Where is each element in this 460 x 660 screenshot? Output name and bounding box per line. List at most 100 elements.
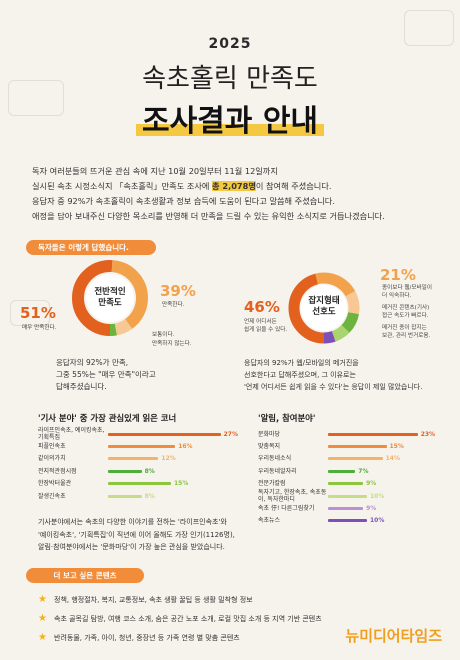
bar-value: 15%	[174, 480, 189, 488]
wish-item: ★ 반려동물, 가족, 아이, 청년, 중장년 등 가족 연령 별 맞춤 콘텐츠	[38, 628, 398, 647]
deco-bubble-right	[404, 10, 454, 46]
bar-label: 같이의가치	[38, 455, 66, 463]
donut1-right-pct: 39%	[160, 282, 196, 300]
donut2-small-b: 메거진 종이 잡지는 보관, 관리 번거로움.	[382, 325, 431, 339]
title-line2: 조사결과 안내	[135, 96, 325, 140]
bar-row: 라이프인속초, 예이킹속초, 기획특집 27%	[38, 427, 238, 442]
intro-line2: 실시된 속초 시정소식지 「속초홀릭」만족도 조사에 총 2,078명이 참여해…	[32, 181, 332, 191]
bar-label: 한장박터울관	[38, 480, 72, 488]
bar-row: 맞춤복지 15%	[258, 440, 438, 452]
deco-bubble-left2	[10, 300, 50, 326]
wish-text: 반려동물, 가족, 아이, 청년, 중장년 등 가족 연령 별 맞춤 콘텐츠	[54, 633, 240, 642]
bar-value: 8%	[144, 492, 155, 500]
intro-line4: 애정을 담아 보내주신 다양한 목소리를 반영해 더 만족을 드릴 수 있는 유…	[32, 211, 385, 221]
donut1-small-b: 만족하지 않는다.	[152, 341, 192, 347]
bar-label: 우리동네알자리	[258, 467, 297, 475]
bar-row: 독자기고, 한장속초, 속초동이, 독자한마디 10%	[258, 489, 438, 504]
bar	[108, 469, 142, 473]
bar	[328, 494, 367, 498]
donut2-small-a: 메거진 콘텐츠(기사) 접근 속도가 빠르다.	[382, 305, 430, 319]
bar	[328, 519, 367, 523]
satisfaction-donut	[72, 260, 148, 336]
bar	[108, 494, 142, 498]
bar-value: 14%	[385, 455, 400, 463]
donut2-left-label: 언제 어디서든 쉽게 읽을 수 있다.	[244, 319, 288, 333]
donut1-center: 전반적인 만족도	[94, 287, 126, 308]
bar-value: 12%	[161, 455, 176, 463]
bar-label: 속초뉴스	[258, 517, 281, 525]
donut2-right-pct: 21%	[380, 266, 416, 284]
wish-list: ★ 정책, 행정절차, 복지, 교통정보, 속초 생활 꿀팁 등 생활 밀착형 정…	[38, 590, 398, 647]
bar-label: 문화마당	[258, 430, 281, 438]
bar-value: 9%	[366, 505, 377, 513]
bar-value: 8%	[144, 467, 155, 475]
donut1-right-label: 만족한다.	[162, 302, 185, 308]
bar-row: 속초뉴스 10%	[258, 515, 438, 527]
star-icon: ★	[38, 632, 47, 643]
format-donut	[288, 272, 360, 344]
bar-value: 7%	[358, 467, 369, 475]
intro-line1: 독자 여러분들의 뜨거운 관심 속에 지난 10월 20일부터 11월 12일까…	[32, 166, 278, 176]
bar	[108, 482, 171, 486]
bar	[328, 507, 364, 511]
bar-row: 전지적관점시점 8%	[38, 465, 238, 477]
donut2-left-pct: 46%	[244, 298, 280, 316]
bar-label: 우리동네소식	[258, 455, 292, 463]
bar-value: 23%	[420, 430, 436, 438]
donut1-small-a: 보통이다.	[152, 332, 175, 338]
bar-label: 전지적관점시점	[38, 467, 77, 475]
bar-row: 한장박터울관 15%	[38, 478, 238, 490]
newsmedia-logo: 뉴미디어타임즈	[345, 627, 442, 645]
bar-label: 속초 㐵! 다른그림찾기	[258, 505, 315, 513]
bars-left-note: 기사분야에서는 속초의 다양한 이야기를 전하는 '라이프인속초'와 '예이킹속…	[38, 518, 235, 551]
bar-label: 잘생긴속초	[38, 492, 66, 500]
bar	[108, 445, 176, 449]
bar-label: 독자기고, 한장속초, 속초동이, 독자한마디	[258, 489, 327, 504]
bar-value: 9%	[366, 480, 377, 488]
bar-row: 전문가칼럼 9%	[258, 478, 438, 490]
bar-row: 피플인속초 16%	[38, 440, 238, 452]
bar	[328, 482, 364, 486]
bar	[328, 432, 418, 436]
donut1-note: 응답자의 92%가 만족, 그중 55%는 "매우 만족"이라고 답해주셨습니다…	[56, 358, 156, 391]
donut2-note: 응답자의 92%가 웹/모바일의 메거진을 선호한다고 답해주셨으며, 그 이유…	[244, 359, 423, 391]
bars-left-list: 라이프인속초, 예이킹속초, 기획특집 27% 피플인속초 16% 같이의가치 12% 전지…	[38, 427, 238, 502]
bar	[328, 457, 383, 461]
donut2-center: 잡지형태 선호도	[308, 296, 340, 317]
bars-right-title: '알림, 참여분야'	[258, 413, 316, 423]
wish-item: ★ 속초 골목길 탐방, 여행 코스 소개, 숨은 공간 노포 소개, 로컬 맛집…	[38, 609, 398, 628]
bar	[328, 469, 356, 473]
bar-value: 16%	[178, 443, 193, 451]
bar-value: 15%	[389, 443, 404, 451]
slice-unsatisfied	[72, 260, 148, 336]
bar	[328, 445, 387, 449]
bar-row: 문화마당 23%	[258, 428, 438, 440]
bar-label: 전문가칼럼	[258, 480, 286, 488]
section2-pill: 더 보고 싶은 콘텐츠	[26, 568, 144, 583]
donut2-right-label: 종이보다 웹/모바일이 더 익숙하다.	[382, 285, 432, 299]
bar-value: 27%	[223, 430, 238, 438]
bar-label: 라이프인속초, 예이킹속초, 기획특집	[38, 427, 105, 442]
bar	[107, 432, 221, 436]
bar-value: 10%	[370, 492, 385, 500]
bars-right-list: 문화마당 23% 맞춤복지 15% 우리동네소식 14% 우리동네알자리 7% 전문가칼럼 9% 독…	[258, 428, 438, 527]
section1-pill: 독자들은 이렇게 답했습니다.	[26, 240, 156, 255]
wish-item: ★ 정책, 행정절차, 복지, 교통정보, 속초 생활 꿀팁 등 생활 밀착형 정…	[38, 590, 398, 609]
donut1-left-pct: 51%	[20, 304, 56, 322]
bar	[108, 457, 159, 461]
bar-label: 피플인속초	[38, 443, 66, 451]
bar-label: 맞춤복지	[258, 443, 281, 451]
bars-left-title: '기사 분야' 중 가장 관심있게 읽은 코너	[38, 413, 177, 423]
star-icon: ★	[38, 613, 47, 624]
participant-highlight: 총 2,078명	[212, 181, 256, 191]
bar-row: 같이의가치 12%	[38, 453, 238, 465]
donut1-left-label: 매우 만족한다.	[22, 325, 57, 331]
title-line1: 속초홀릭 만족도	[142, 64, 318, 94]
wish-text: 정책, 행정절차, 복지, 교통정보, 속초 생활 꿀팁 등 생활 밀착형 정보	[54, 595, 253, 604]
star-icon: ★	[38, 594, 47, 605]
bar-value: 10%	[370, 517, 385, 525]
bar-row: 속초 㐵! 다른그림찾기 9%	[258, 502, 438, 514]
bar-row: 우리동네알자리 7%	[258, 465, 438, 477]
intro-text: 독자 여러분들의 뜨거운 관심 속에 지난 10월 20일부터 11월 12일까…	[32, 164, 432, 224]
